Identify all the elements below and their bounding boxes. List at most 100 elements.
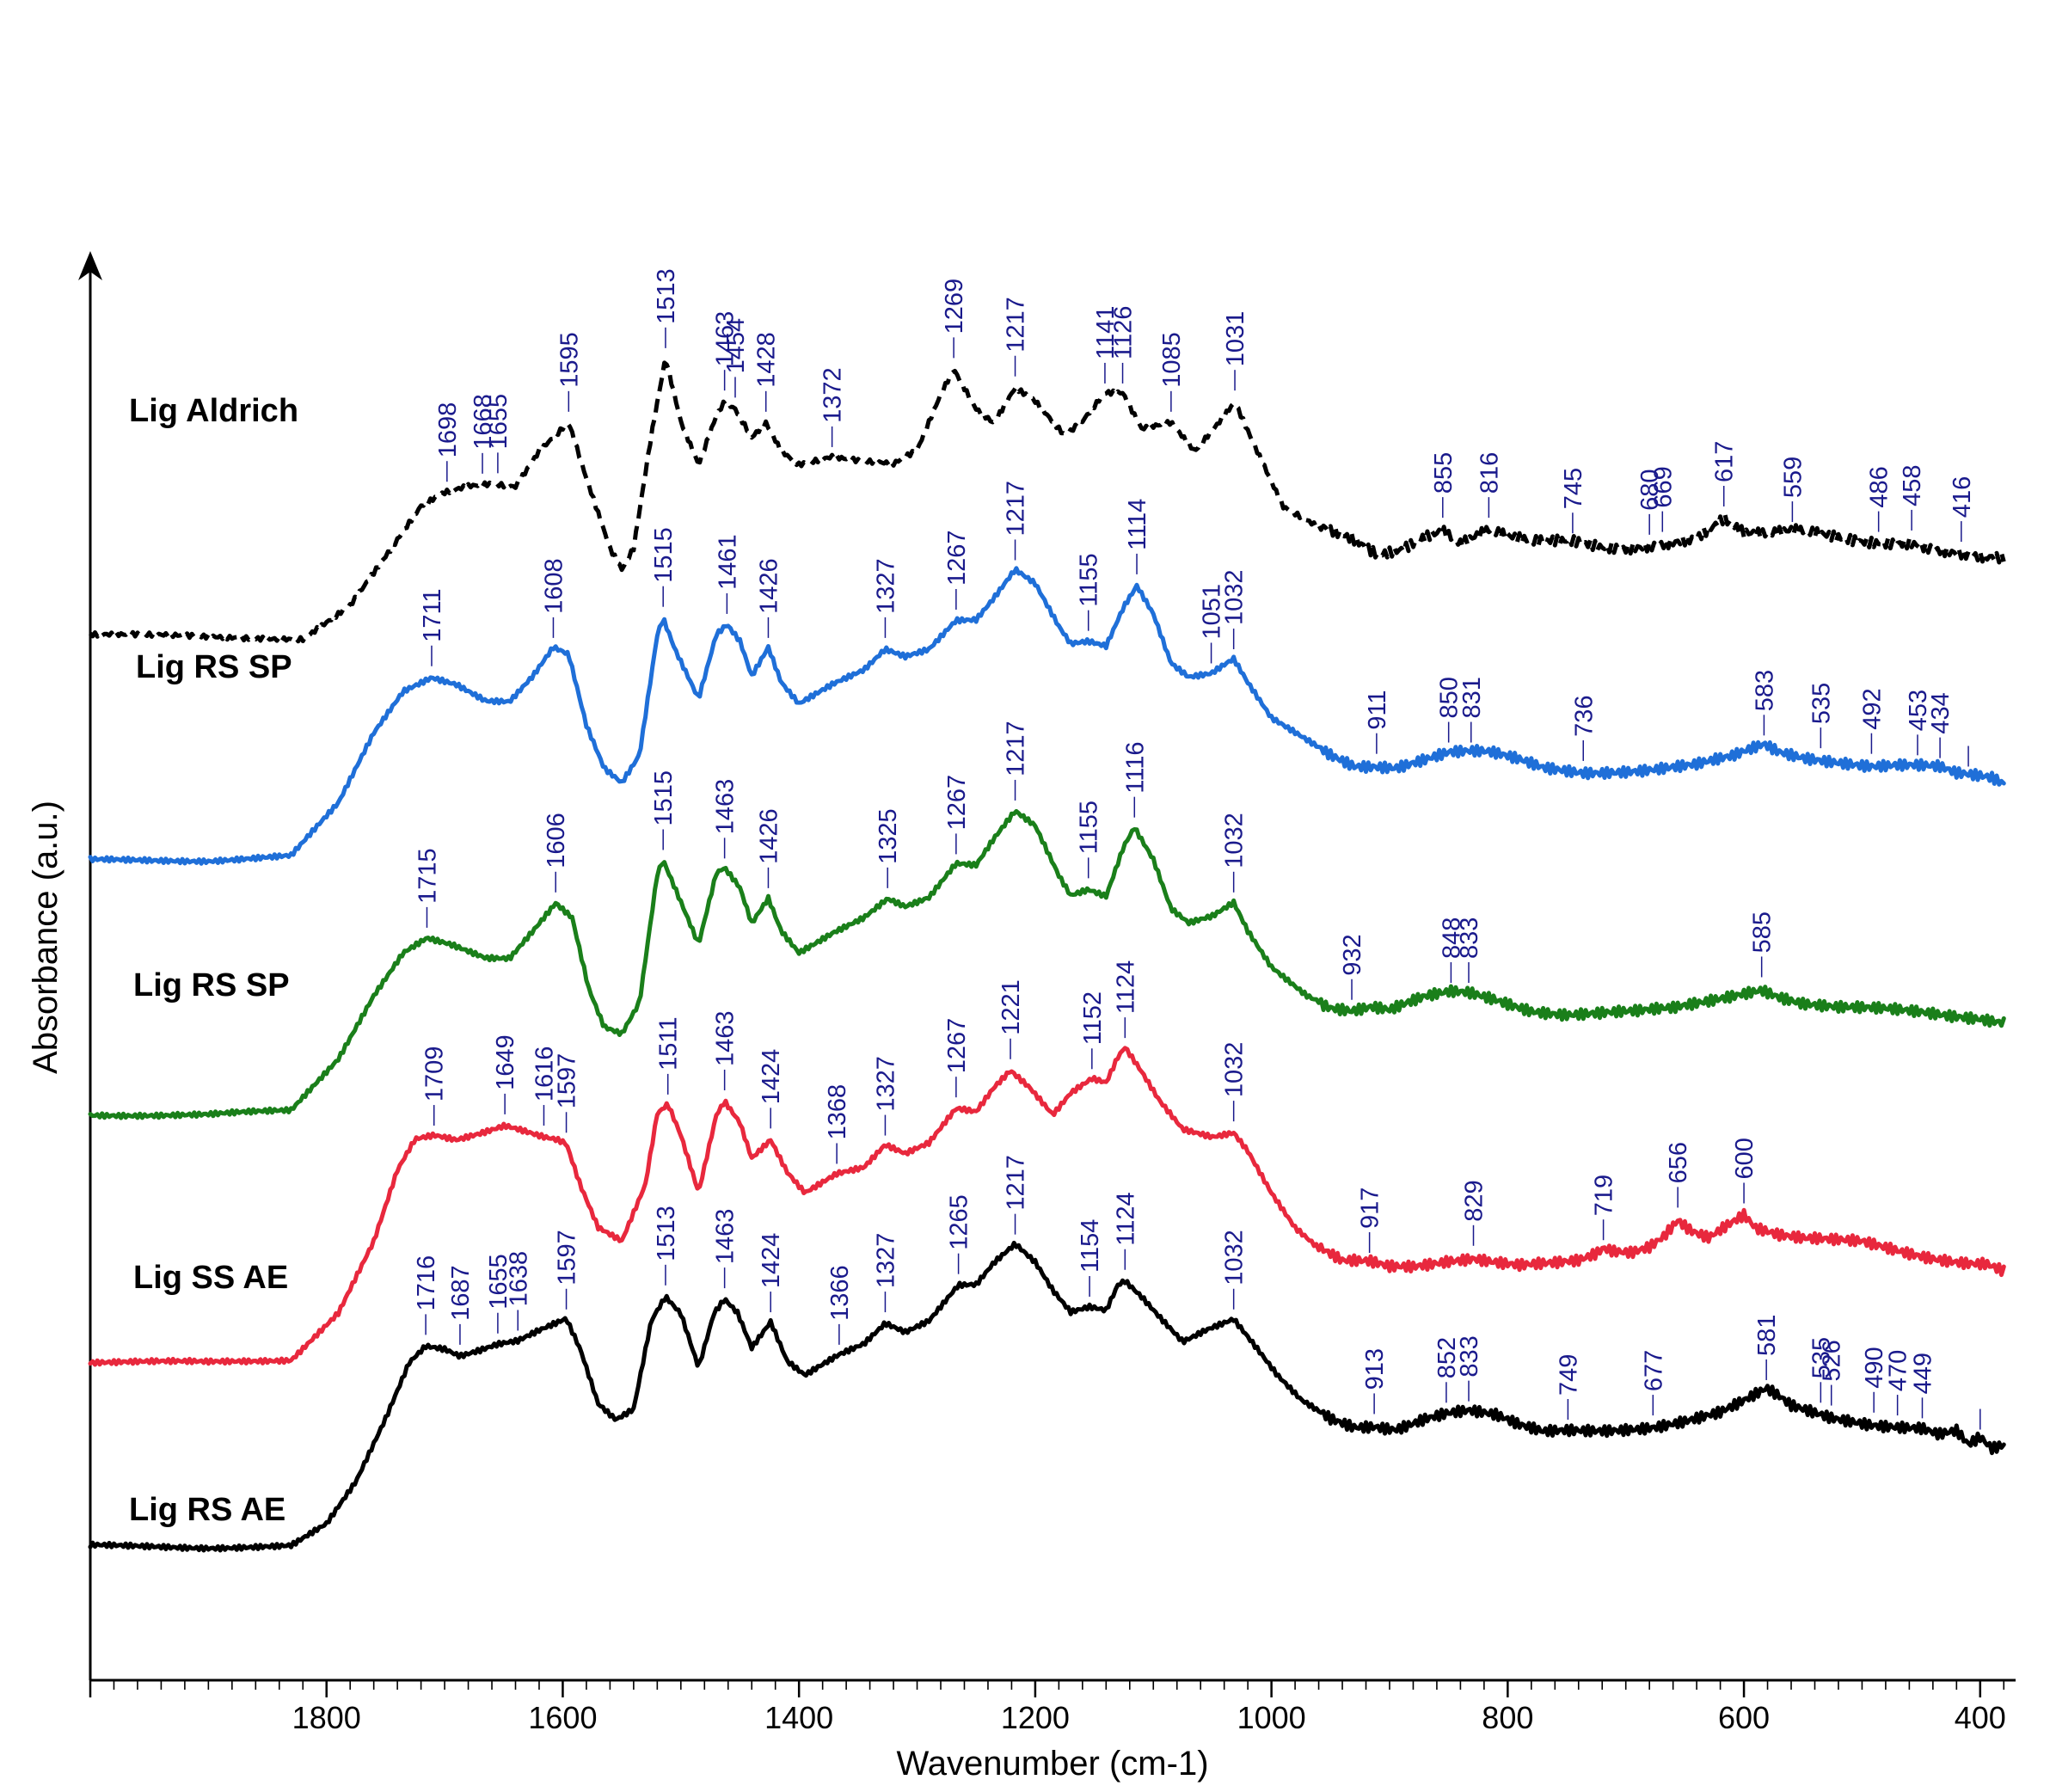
peak-label-1-13: 850 [1436,677,1464,718]
peak-label-3-15: 829 [1461,1180,1488,1221]
peak-label-1-11: 1032 [1221,569,1249,625]
peak-label-0-16: 816 [1476,452,1503,494]
peak-label-0-8: 1372 [819,367,847,423]
peak-label-4-13: 1124 [1112,1192,1139,1245]
peak-label-3-11: 1152 [1079,991,1107,1045]
peak-label-3-7: 1368 [824,1084,851,1140]
series-line-0 [89,360,2006,644]
series-line-2 [88,808,2006,1120]
peak-label-4-2: 1655 [485,1254,512,1310]
peak-label-0-12: 1126 [1110,306,1138,359]
peak-label-2-0: 1715 [414,848,442,904]
peak-label-2-5: 1325 [875,808,902,864]
peak-label-2-13: 833 [1456,917,1483,959]
x-tick-label-1200: 1200 [1001,1700,1070,1735]
series-2: 1715 1606 1515 1463 1426 1325 1267 1217 1155 1116… [88,721,2006,1120]
peak-label-4-8: 1366 [826,1265,854,1321]
peak-label-0-11: 1141 [1092,306,1120,359]
x-tick-label-1000: 1000 [1237,1700,1306,1735]
peak-label-4-3: 1638 [505,1251,532,1307]
peak-label-4-11: 1217 [1003,1155,1030,1211]
y-axis-title: Absorbance (a.u.) [27,801,64,1074]
peak-label-0-19: 669 [1649,466,1677,507]
peak-label-0-23: 458 [1899,465,1926,506]
peak-label-1-17: 535 [1808,683,1835,724]
peak-label-3-17: 656 [1665,1142,1692,1183]
peak-label-0-15: 855 [1430,452,1458,494]
peak-label-3-2: 1616 [531,1046,559,1102]
peak-label-1-9: 1114 [1124,499,1151,550]
peak-label-4-6: 1463 [712,1209,740,1265]
peak-label-0-21: 559 [1779,457,1807,498]
peak-label-4-12: 1154 [1077,1219,1104,1273]
peak-label-2-12: 848 [1438,917,1465,959]
peak-label-3-0: 1709 [421,1046,449,1102]
x-tick-label-600: 600 [1718,1700,1770,1735]
peak-label-3-16: 719 [1591,1175,1618,1216]
peak-label-4-24: 470 [1885,1350,1912,1391]
peak-label-3-3: 1597 [554,1053,581,1109]
peak-label-1-19: 453 [1905,690,1932,731]
peak-label-0-18: 680 [1636,469,1664,511]
x-tick-label-1400: 1400 [764,1700,833,1735]
series-line-1 [88,566,2006,866]
x-tick-label-400: 400 [1955,1700,2006,1735]
peak-label-4-17: 833 [1456,1335,1483,1377]
peak-label-2-6: 1267 [943,775,971,831]
peak-label-1-4: 1426 [756,558,783,614]
peak-label-4-20: 581 [1753,1315,1781,1356]
peak-label-2-4: 1426 [756,808,783,864]
peak-label-4-10: 1265 [946,1194,973,1250]
peak-label-3-1: 1649 [492,1034,519,1090]
peak-label-1-3: 1461 [714,534,741,590]
peak-label-0-7: 1428 [753,332,781,388]
peak-label-3-12: 1124 [1112,960,1139,1014]
peak-label-1-8: 1155 [1076,553,1103,606]
peak-label-3-8: 1327 [872,1056,899,1112]
peak-label-4-4: 1597 [554,1230,581,1286]
peak-label-3-18: 600 [1731,1138,1758,1179]
peak-label-0-4: 1513 [653,268,680,324]
peak-label-2-14: 585 [1749,911,1777,953]
series-line-4 [88,1240,2006,1553]
peak-label-4-5: 1513 [653,1206,680,1261]
peak-label-4-23: 490 [1861,1347,1888,1388]
peak-label-2-1: 1606 [543,813,570,868]
peak-label-1-0: 1711 [419,588,446,641]
peak-label-4-0: 1716 [413,1255,440,1311]
series-label-lig-rs-sp-green: Lig RS SP [133,967,290,1003]
peak-label-0-0: 1698 [434,402,462,458]
peak-label-4-25: 449 [1910,1353,1937,1394]
x-tick-label-800: 800 [1482,1700,1533,1735]
series-labels: Lig Aldrich Lig RS SP Lig RS SP Lig SS A… [129,393,298,1528]
peak-label-2-10: 1032 [1221,813,1249,868]
peak-label-4-18: 749 [1555,1354,1582,1396]
x-ticks: 1800 1600 1400 1200 1000 800 600 400 [89,1680,2006,1735]
peak-label-4-1: 1687 [447,1265,475,1321]
peak-label-4-21: 535 [1808,1337,1835,1378]
peak-label-1-7: 1217 [1003,481,1030,537]
peak-label-0-20: 617 [1711,441,1739,482]
peak-label-0-9: 1269 [941,279,968,334]
peak-label-0-17: 745 [1560,468,1587,509]
peak-label-2-3: 1463 [712,779,740,835]
peak-label-3-10: 1221 [997,979,1025,1035]
peak-label-4-7: 1424 [758,1233,785,1289]
peak-label-2-2: 1515 [650,770,678,826]
peak-label-1-20: 434 [1927,692,1955,733]
peak-label-4-19: 677 [1640,1350,1667,1391]
series-line-3 [88,1046,2006,1367]
peak-label-3-4: 1511 [655,1017,683,1071]
peak-label-2-9: 1116 [1121,741,1149,793]
peak-label-1-2: 1515 [650,527,678,583]
peak-label-3-13: 1032 [1221,1042,1249,1098]
peak-label-4-15: 913 [1361,1348,1389,1390]
peak-label-0-14: 1031 [1222,311,1249,367]
peak-label-4-9: 1327 [872,1233,899,1289]
peak-label-0-5: 1463 [712,311,740,367]
series-1: 1711 1608 1515 1461 1426 1327 1267 1217 1155 1114… [88,481,2006,866]
